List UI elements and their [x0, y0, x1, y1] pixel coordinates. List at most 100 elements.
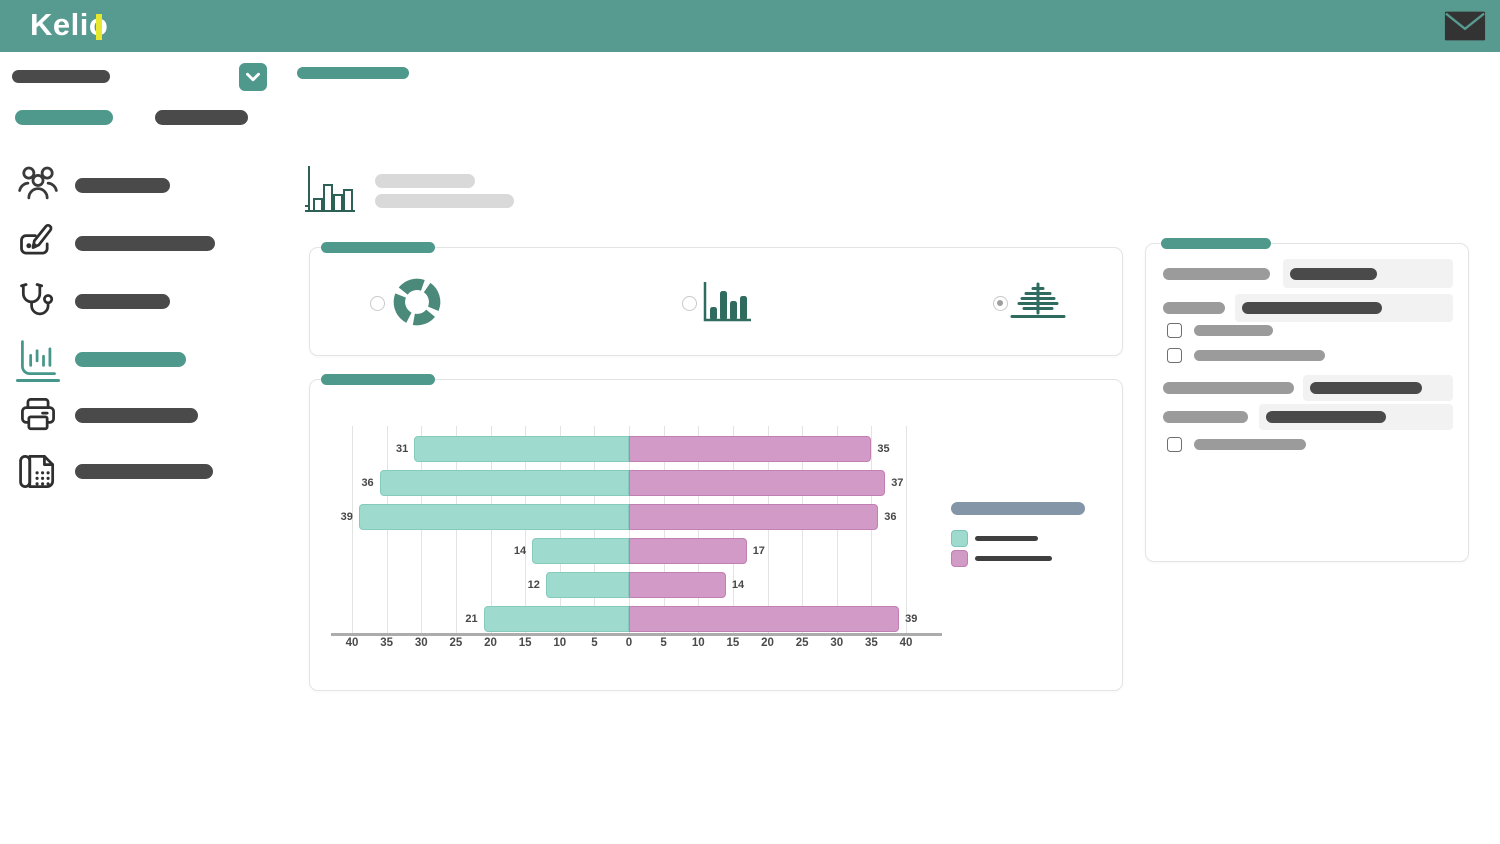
checkbox[interactable] — [1167, 437, 1182, 452]
checkbox[interactable] — [1167, 323, 1182, 338]
bar-value-label: 21 — [465, 613, 478, 625]
legend-title-placeholder — [951, 502, 1085, 515]
page-subtitle-placeholder — [375, 194, 514, 208]
bar-left — [379, 470, 629, 496]
axis-tick-label: 30 — [414, 637, 428, 649]
logo-text: Keli — [30, 7, 89, 42]
axis-tick-label: 10 — [691, 637, 705, 649]
chart-type-radio-pyramid-chart[interactable] — [993, 296, 1008, 311]
bar-left — [358, 504, 629, 530]
users-icon — [16, 163, 60, 207]
bar-left — [545, 572, 629, 598]
bar-right — [629, 504, 879, 530]
bar-chart-icon — [16, 337, 60, 381]
sidebar-item-label-placeholder — [75, 236, 215, 251]
axis-tick-label: 10 — [553, 637, 567, 649]
axis-tick-label: 15 — [518, 637, 532, 649]
bar-value-label: 31 — [396, 443, 409, 455]
envelope-icon[interactable] — [1443, 9, 1487, 43]
card-title-placeholder — [1161, 238, 1271, 249]
printer-icon — [16, 393, 60, 437]
bar-right — [629, 572, 726, 598]
gridline — [352, 426, 353, 633]
legend-label-placeholder — [975, 536, 1038, 541]
stethoscope-icon — [16, 279, 60, 323]
sidebar-item-users[interactable] — [0, 163, 260, 211]
bar-value-label: 14 — [731, 579, 745, 591]
bar-left — [532, 538, 630, 564]
sidebar-item-stethoscope[interactable] — [0, 279, 260, 327]
axis-tick-label: 25 — [449, 637, 463, 649]
bar-value-label: 36 — [361, 477, 374, 489]
input-value-placeholder — [1266, 411, 1386, 423]
bar-value-label: 37 — [891, 477, 904, 489]
field-label-placeholder — [1163, 267, 1270, 280]
checkbox[interactable] — [1167, 348, 1182, 363]
checkbox-label-placeholder — [1194, 325, 1273, 336]
sidebar-item-edit-badge[interactable] — [0, 221, 260, 269]
active-item-underline — [16, 379, 60, 382]
edit-badge-icon — [16, 221, 60, 265]
axis-tick-label: 20 — [484, 637, 497, 649]
axis-tick-label: 30 — [830, 637, 844, 649]
bar-value-label: 35 — [877, 443, 890, 455]
chart-type-radio-donut-chart[interactable] — [370, 296, 385, 311]
selected-value-placeholder — [297, 67, 409, 79]
bar-value-label: 36 — [884, 511, 897, 523]
axis-tick-label: 35 — [864, 637, 878, 649]
bar-left — [414, 436, 629, 462]
bar-right — [629, 538, 747, 564]
card-title-placeholder — [321, 374, 435, 385]
checkbox-label-placeholder — [1194, 439, 1306, 450]
chevron-down-icon — [242, 66, 264, 88]
input-value-placeholder — [1310, 382, 1422, 394]
bar-value-label: 12 — [527, 579, 540, 591]
chart-type-radio-column-chart[interactable] — [682, 296, 697, 311]
tab-active-placeholder[interactable] — [15, 110, 113, 125]
bar-value-label: 39 — [905, 613, 918, 625]
legend-swatch — [951, 530, 968, 547]
bar-right — [629, 470, 886, 496]
axis-tick-label: 0 — [625, 637, 633, 649]
bar-right — [629, 436, 872, 462]
x-axis-line — [331, 633, 942, 636]
axis-tick-label: 40 — [345, 637, 359, 649]
axis-tick-label: 20 — [761, 637, 774, 649]
tab-placeholder[interactable] — [155, 110, 248, 125]
legend-label-placeholder — [975, 556, 1052, 561]
sidebar-item-fax[interactable] — [0, 449, 260, 497]
breadcrumb-placeholder — [12, 70, 110, 83]
axis-tick-label: 25 — [795, 637, 809, 649]
axis-tick-label: 5 — [660, 637, 667, 649]
input-value-placeholder — [1242, 302, 1382, 314]
sidebar-item-label-placeholder — [75, 178, 170, 193]
field-label-placeholder — [1163, 411, 1248, 423]
column-chart-icon — [701, 280, 753, 324]
sidebar-item-bar-chart[interactable] — [0, 337, 260, 385]
input-value-placeholder — [1290, 267, 1377, 280]
card-title-placeholder — [321, 242, 435, 253]
sidebar-item-label-placeholder — [75, 352, 186, 367]
bar-right — [629, 606, 900, 632]
logo-o-yellow-bar: o — [88, 7, 109, 42]
bar-left — [483, 606, 629, 632]
sidebar-item-printer[interactable] — [0, 393, 260, 441]
pyramid-chart-icon — [1009, 282, 1067, 320]
chart-header-icon — [303, 161, 357, 215]
dropdown-button[interactable] — [239, 63, 267, 91]
sidebar-item-label-placeholder — [75, 294, 170, 309]
axis-tick-label: 35 — [380, 637, 393, 649]
checkbox-label-placeholder — [1194, 350, 1325, 361]
axis-tick-label: 5 — [591, 637, 598, 649]
fax-icon — [16, 449, 60, 493]
axis-tick-label: 40 — [899, 637, 913, 649]
gridline — [906, 426, 907, 633]
field-label-placeholder — [1163, 302, 1225, 314]
bar-value-label: 17 — [752, 545, 765, 557]
sidebar-item-label-placeholder — [75, 464, 213, 479]
app-header: Kelio — [0, 0, 1500, 52]
chart-type-selector-card — [309, 242, 1123, 356]
bar-value-label: 39 — [340, 511, 353, 523]
kelio-logo: Kelio — [30, 7, 108, 43]
